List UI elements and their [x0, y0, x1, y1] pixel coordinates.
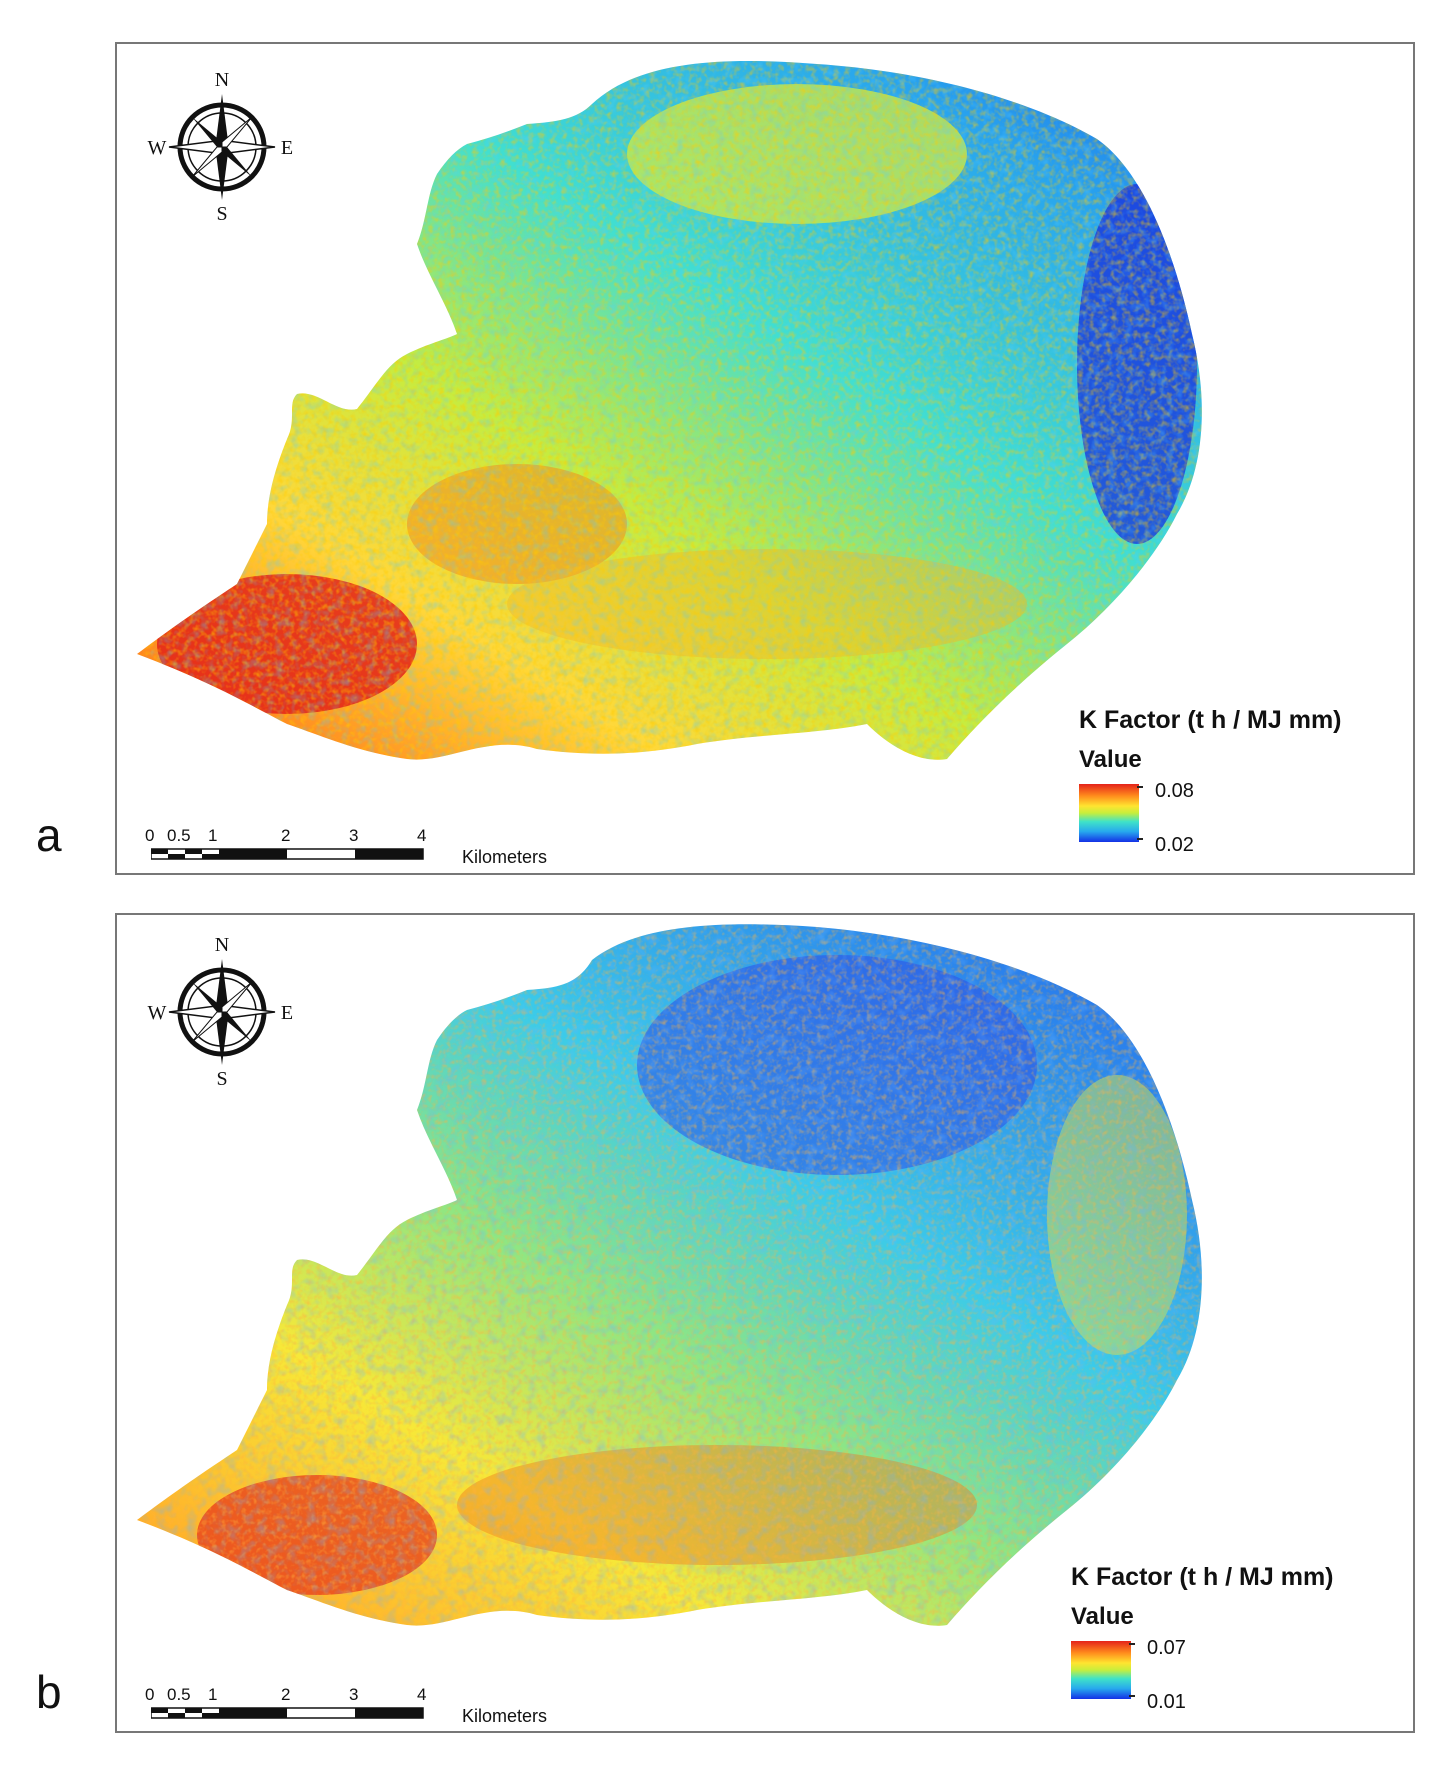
panel-label-a: a	[36, 809, 62, 861]
scale-bar-a: 0 0.5 1 2 3 4 Kilometers	[145, 826, 571, 867]
scale-tick-label: 1	[208, 826, 218, 845]
legend-min-tick	[1129, 1695, 1135, 1697]
compass-south-label: S	[216, 203, 227, 222]
compass-north-label: N	[215, 937, 229, 956]
legend-subtitle: Value	[1071, 1603, 1134, 1630]
legend-b: K Factor (t h / MJ mm) Value 0.07 0.01	[1071, 1563, 1391, 1713]
legend-min-value: 0.01	[1147, 1691, 1186, 1713]
scale-tick-label: 0	[145, 826, 155, 845]
legend-min-tick	[1137, 838, 1143, 840]
legend-title: K Factor (t h / MJ mm)	[1079, 706, 1342, 734]
scale-tick-label: 4	[417, 1685, 427, 1704]
legend-max-tick	[1129, 1643, 1135, 1645]
scale-bar-graphic	[151, 1707, 424, 1719]
scale-tick-label: 0.5	[167, 1685, 191, 1704]
map-panel-a: N S E W 0 0.5 1 2 3 4 Kilometers K Facto…	[115, 42, 1415, 875]
compass-north-label: N	[215, 72, 229, 91]
legend-title: K Factor (t h / MJ mm)	[1071, 1563, 1334, 1591]
scale-tick-label: 3	[349, 826, 359, 845]
compass-south-label: S	[216, 1068, 227, 1087]
scale-tick-label: 2	[281, 1685, 291, 1704]
scale-bar-graphic	[151, 848, 424, 860]
k-factor-map-a	[137, 60, 1202, 760]
scale-tick-label: 0.5	[167, 826, 191, 845]
panel-label-b: b	[36, 1666, 62, 1718]
legend-max-value: 0.07	[1147, 1637, 1186, 1659]
north-arrow-compass-b: N S E W	[148, 937, 294, 1087]
legend-min-value: 0.02	[1155, 834, 1194, 856]
map-panel-b: N S E W 0 0.5 1 2 3 4 Kilometers K Facto…	[115, 913, 1415, 1733]
scale-tick-label: 4	[417, 826, 427, 845]
compass-east-label: E	[281, 137, 293, 159]
legend-max-value: 0.08	[1155, 780, 1194, 802]
k-factor-map-b	[137, 924, 1202, 1626]
legend-color-ramp	[1079, 784, 1139, 842]
scale-tick-label: 3	[349, 1685, 359, 1704]
legend-subtitle: Value	[1079, 746, 1142, 773]
legend-a: K Factor (t h / MJ mm) Value 0.08 0.02	[1079, 706, 1399, 856]
legend-max-tick	[1137, 786, 1143, 788]
compass-west-label: W	[148, 137, 167, 159]
scale-bar-b: 0 0.5 1 2 3 4 Kilometers	[145, 1685, 571, 1726]
scale-unit-label: Kilometers	[462, 847, 548, 867]
scale-tick-label: 1	[208, 1685, 218, 1704]
north-arrow-compass-a: N S E W	[148, 72, 294, 222]
legend-color-ramp	[1071, 1641, 1131, 1699]
scale-unit-label: Kilometers	[462, 1706, 548, 1726]
scale-tick-label: 2	[281, 826, 291, 845]
scale-tick-label: 0	[145, 1685, 155, 1704]
compass-east-label: E	[281, 1002, 293, 1024]
compass-west-label: W	[148, 1002, 167, 1024]
